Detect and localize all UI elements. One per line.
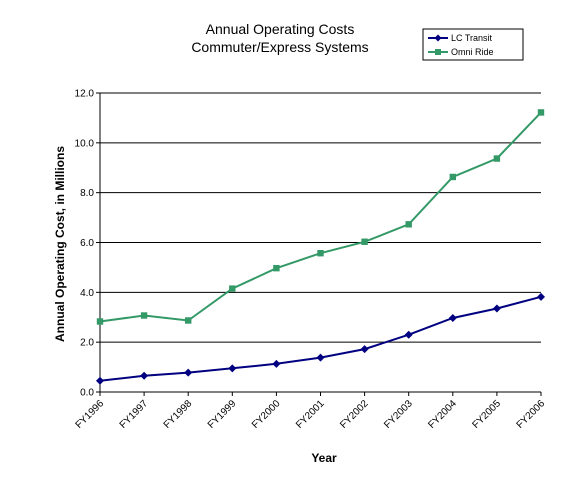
x-tick-label: FY2002 — [338, 398, 371, 431]
data-point-square — [493, 155, 501, 162]
data-point-diamond — [272, 359, 281, 368]
series-lines — [99, 111, 542, 382]
x-tick-label: FY2003 — [382, 398, 415, 431]
legend-marker-diamond — [434, 34, 442, 42]
y-tick-label: 2.0 — [80, 338, 94, 349]
data-point-square — [317, 250, 324, 257]
data-point-square — [96, 318, 104, 325]
chart-title-line-2: Commuter/Express Systems — [191, 39, 368, 55]
x-tick-label: FY2001 — [294, 398, 327, 431]
data-point-diamond — [404, 330, 413, 339]
x-tick-label: FY2004 — [426, 398, 459, 431]
data-point-square — [273, 264, 280, 272]
data-point-square — [185, 317, 192, 324]
data-point-square — [229, 285, 236, 292]
series-markers — [96, 109, 545, 385]
x-axis-title: Year — [311, 451, 337, 465]
y-tick-labels: 0.0 2.0 4.0 6.0 8.0 10.0 12.0 — [75, 89, 95, 399]
x-tick-label: FY2005 — [470, 398, 503, 431]
series-line-omni-ride — [99, 111, 542, 323]
y-tick-label: 6.0 — [80, 238, 94, 249]
y-tick-label: 0.0 — [80, 388, 94, 399]
data-point-diamond — [228, 364, 237, 373]
legend-label: LC Transit — [451, 33, 493, 43]
y-tick-label: 4.0 — [80, 288, 94, 299]
data-point-square — [449, 173, 456, 181]
y-axis-title: Annual Operating Cost, in Millions — [53, 146, 67, 342]
data-point-diamond — [537, 292, 545, 301]
y-tick-label: 8.0 — [80, 188, 94, 199]
axes — [96, 92, 542, 396]
chart-title-line-1: Annual Operating Costs — [206, 21, 355, 37]
series-line-lc-transit — [99, 295, 542, 382]
data-point-diamond — [360, 345, 369, 354]
data-point-square — [140, 312, 148, 319]
data-point-diamond — [184, 368, 193, 377]
x-tick-label: FY1998 — [162, 398, 195, 431]
legend-label: Omni Ride — [451, 47, 494, 57]
y-tick-label: 12.0 — [75, 89, 95, 100]
y-tick-label: 10.0 — [75, 138, 95, 149]
x-tick-label: FY1999 — [206, 398, 239, 431]
gridlines — [100, 92, 541, 343]
legend-marker-square — [435, 49, 441, 55]
data-point-diamond — [492, 304, 501, 313]
x-tick-label: FY1997 — [118, 398, 151, 431]
x-tick-labels: FY1996 FY1997 FY1998 FY1999 FY2000 FY2001 FY20… — [74, 398, 548, 431]
x-tick-label: FY2000 — [250, 398, 283, 431]
legend: LC Transit Omni Ride — [422, 28, 524, 61]
data-point-diamond — [316, 353, 325, 362]
data-point-diamond — [96, 376, 104, 385]
x-tick-label: FY2006 — [515, 398, 548, 431]
data-point-diamond — [140, 371, 149, 380]
data-point-square — [361, 238, 368, 245]
x-tick-label: FY1996 — [74, 398, 107, 431]
data-point-square — [405, 221, 412, 228]
data-point-diamond — [448, 313, 457, 322]
data-point-square — [537, 109, 545, 116]
